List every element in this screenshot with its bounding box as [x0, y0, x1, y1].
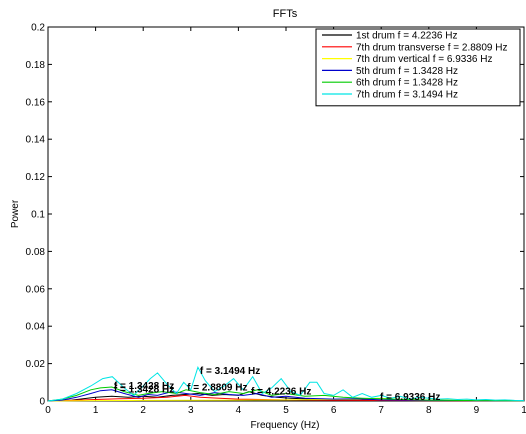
legend-entry: 6th drum f = 1.3428 Hz	[356, 78, 458, 89]
peak-label: f = 6.9336 Hz	[380, 392, 440, 403]
y-tick-label: 0.18	[26, 60, 46, 71]
series-line-5	[47, 386, 525, 402]
x-tick-label: 0	[45, 405, 51, 416]
y-tick-label: 0.16	[26, 97, 46, 108]
series-lines	[47, 366, 525, 402]
legend-entry: 5th drum f = 1.3428 Hz	[356, 66, 458, 77]
peak-label: f = 1.3428 Hz	[114, 381, 174, 392]
legend-entry: 7th drum vertical f = 6.9336 Hz	[356, 54, 492, 65]
x-tick-label: 1	[521, 405, 526, 416]
x-tick-label: 4	[236, 405, 242, 416]
y-tick-label: 0.2	[31, 23, 45, 34]
x-axis-label: Frequency (Hz)	[251, 420, 320, 431]
legend-entry: 7th drum f = 3.1494 Hz	[356, 90, 458, 101]
y-tick-label: 0.12	[26, 172, 46, 183]
x-tick-label: 6	[331, 405, 337, 416]
peak-label: f = 1.3428 Hz	[114, 385, 174, 396]
x-tick-label: 3	[188, 405, 194, 416]
y-tick-label: 0.06	[26, 284, 46, 295]
x-tick-label: 2	[140, 405, 146, 416]
legend-entry: 7th drum transverse f = 2.8809 Hz	[356, 42, 507, 53]
y-tick-label: 0.04	[26, 322, 46, 333]
series-line-6	[47, 366, 525, 402]
peak-label: f = 3.1494 Hz	[200, 366, 260, 377]
x-tick-label: 8	[426, 405, 432, 416]
y-axis-label: Power	[10, 199, 21, 228]
peak-label: f = 4.2236 Hz	[251, 386, 311, 397]
y-tick-label: 0.14	[26, 135, 46, 146]
legend-box	[315, 28, 521, 107]
axis-ticks: 0 1 2 3 4 5 6 7 8 9 100.020.040.060.080.10.120.140…	[26, 23, 526, 417]
x-tick-label: 1	[93, 405, 99, 416]
y-tick-label: 0	[39, 397, 45, 408]
x-tick-label: 7	[378, 405, 384, 416]
x-tick-label: 5	[283, 405, 289, 416]
x-tick-label: 9	[474, 405, 480, 416]
peak-annotations: f = 1.3428 Hzf = 1.3428 Hz f = 2.8809 Hz f…	[114, 366, 440, 403]
legend-entry: 1st drum f = 4.2236 Hz	[356, 31, 457, 42]
y-tick-label: 0.1	[31, 210, 45, 221]
y-tick-label: 0.02	[26, 359, 46, 370]
peak-label: f = 2.8809 Hz	[187, 383, 247, 394]
y-tick-label: 0.08	[26, 247, 46, 258]
chart-title: FFTs	[273, 8, 298, 20]
